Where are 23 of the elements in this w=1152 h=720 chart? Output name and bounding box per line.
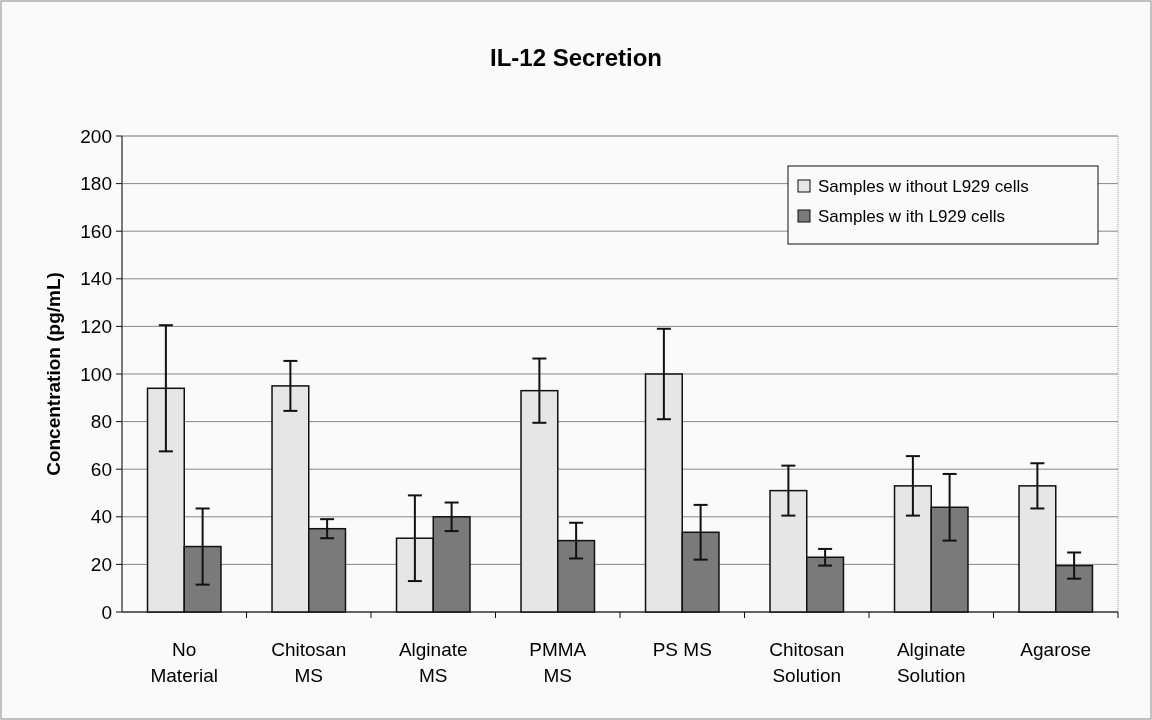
y-axis-title: Concentration (pg/mL) [43, 272, 64, 476]
y-tick-label: 60 [90, 458, 112, 480]
chart-title: IL-12 Secretion [489, 44, 663, 71]
y-tick-label: 120 [80, 316, 112, 338]
y-tick-label: 180 [80, 173, 112, 195]
y-tick-label: 100 [80, 363, 112, 385]
x-tick-label: Chitosan MS [271, 639, 347, 686]
x-tick-label: PS MS [652, 639, 712, 660]
x-tick-label: PMMA MS [529, 639, 587, 686]
y-tick-label: 200 [80, 125, 112, 147]
legend-label: Samples w ith L929 cells [818, 206, 1006, 226]
x-tick-label: No Material [150, 639, 219, 686]
y-tick-label: 80 [90, 411, 112, 433]
x-tick-label: Agarose [1020, 639, 1092, 660]
y-tick-label: 140 [80, 268, 112, 290]
x-tick-label: Chitosan Solution [769, 639, 845, 686]
y-tick-label: 40 [90, 506, 112, 528]
y-tick-label: 0 [101, 601, 112, 623]
x-tick-label: Alginate Solution [896, 639, 966, 686]
legend-label: Samples w ithout L929 cells [818, 176, 1029, 196]
y-tick-label: 20 [90, 554, 112, 576]
y-tick-label: 160 [80, 220, 112, 242]
x-tick-label: Alginate MS [398, 639, 468, 686]
